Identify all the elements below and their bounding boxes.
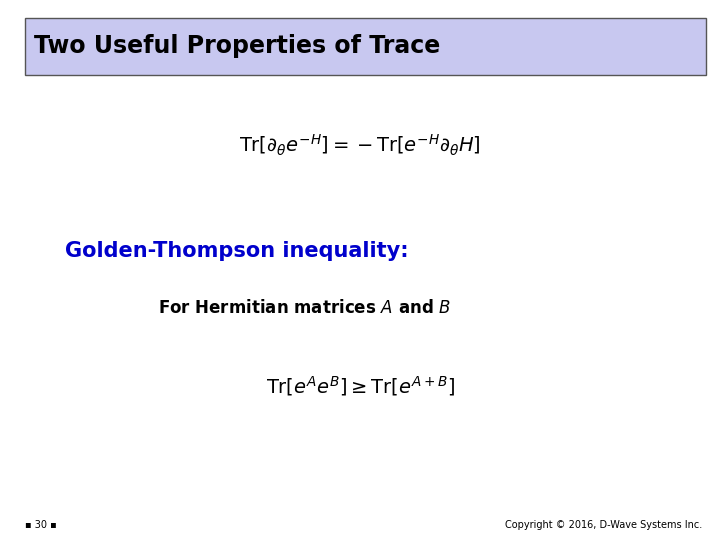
Text: $\mathrm{Tr}[\partial_\theta e^{-H}] = -\mathrm{Tr}[e^{-H}\partial_\theta H]$: $\mathrm{Tr}[\partial_\theta e^{-H}] = -… [239,133,481,158]
FancyBboxPatch shape [25,18,706,75]
Text: Golden-Thompson inequality:: Golden-Thompson inequality: [65,241,408,261]
Text: Copyright © 2016, D-Wave Systems Inc.: Copyright © 2016, D-Wave Systems Inc. [505,520,702,530]
Text: Two Useful Properties of Trace: Two Useful Properties of Trace [34,34,440,58]
Text: $\mathrm{Tr}[e^{A}e^{B}] \geq \mathrm{Tr}[e^{A+B}]$: $\mathrm{Tr}[e^{A}e^{B}] \geq \mathrm{Tr… [266,374,454,398]
Text: For Hermitian matrices $A$ and $B$: For Hermitian matrices $A$ and $B$ [158,299,451,317]
Text: ▪ 30 ▪: ▪ 30 ▪ [25,520,57,530]
